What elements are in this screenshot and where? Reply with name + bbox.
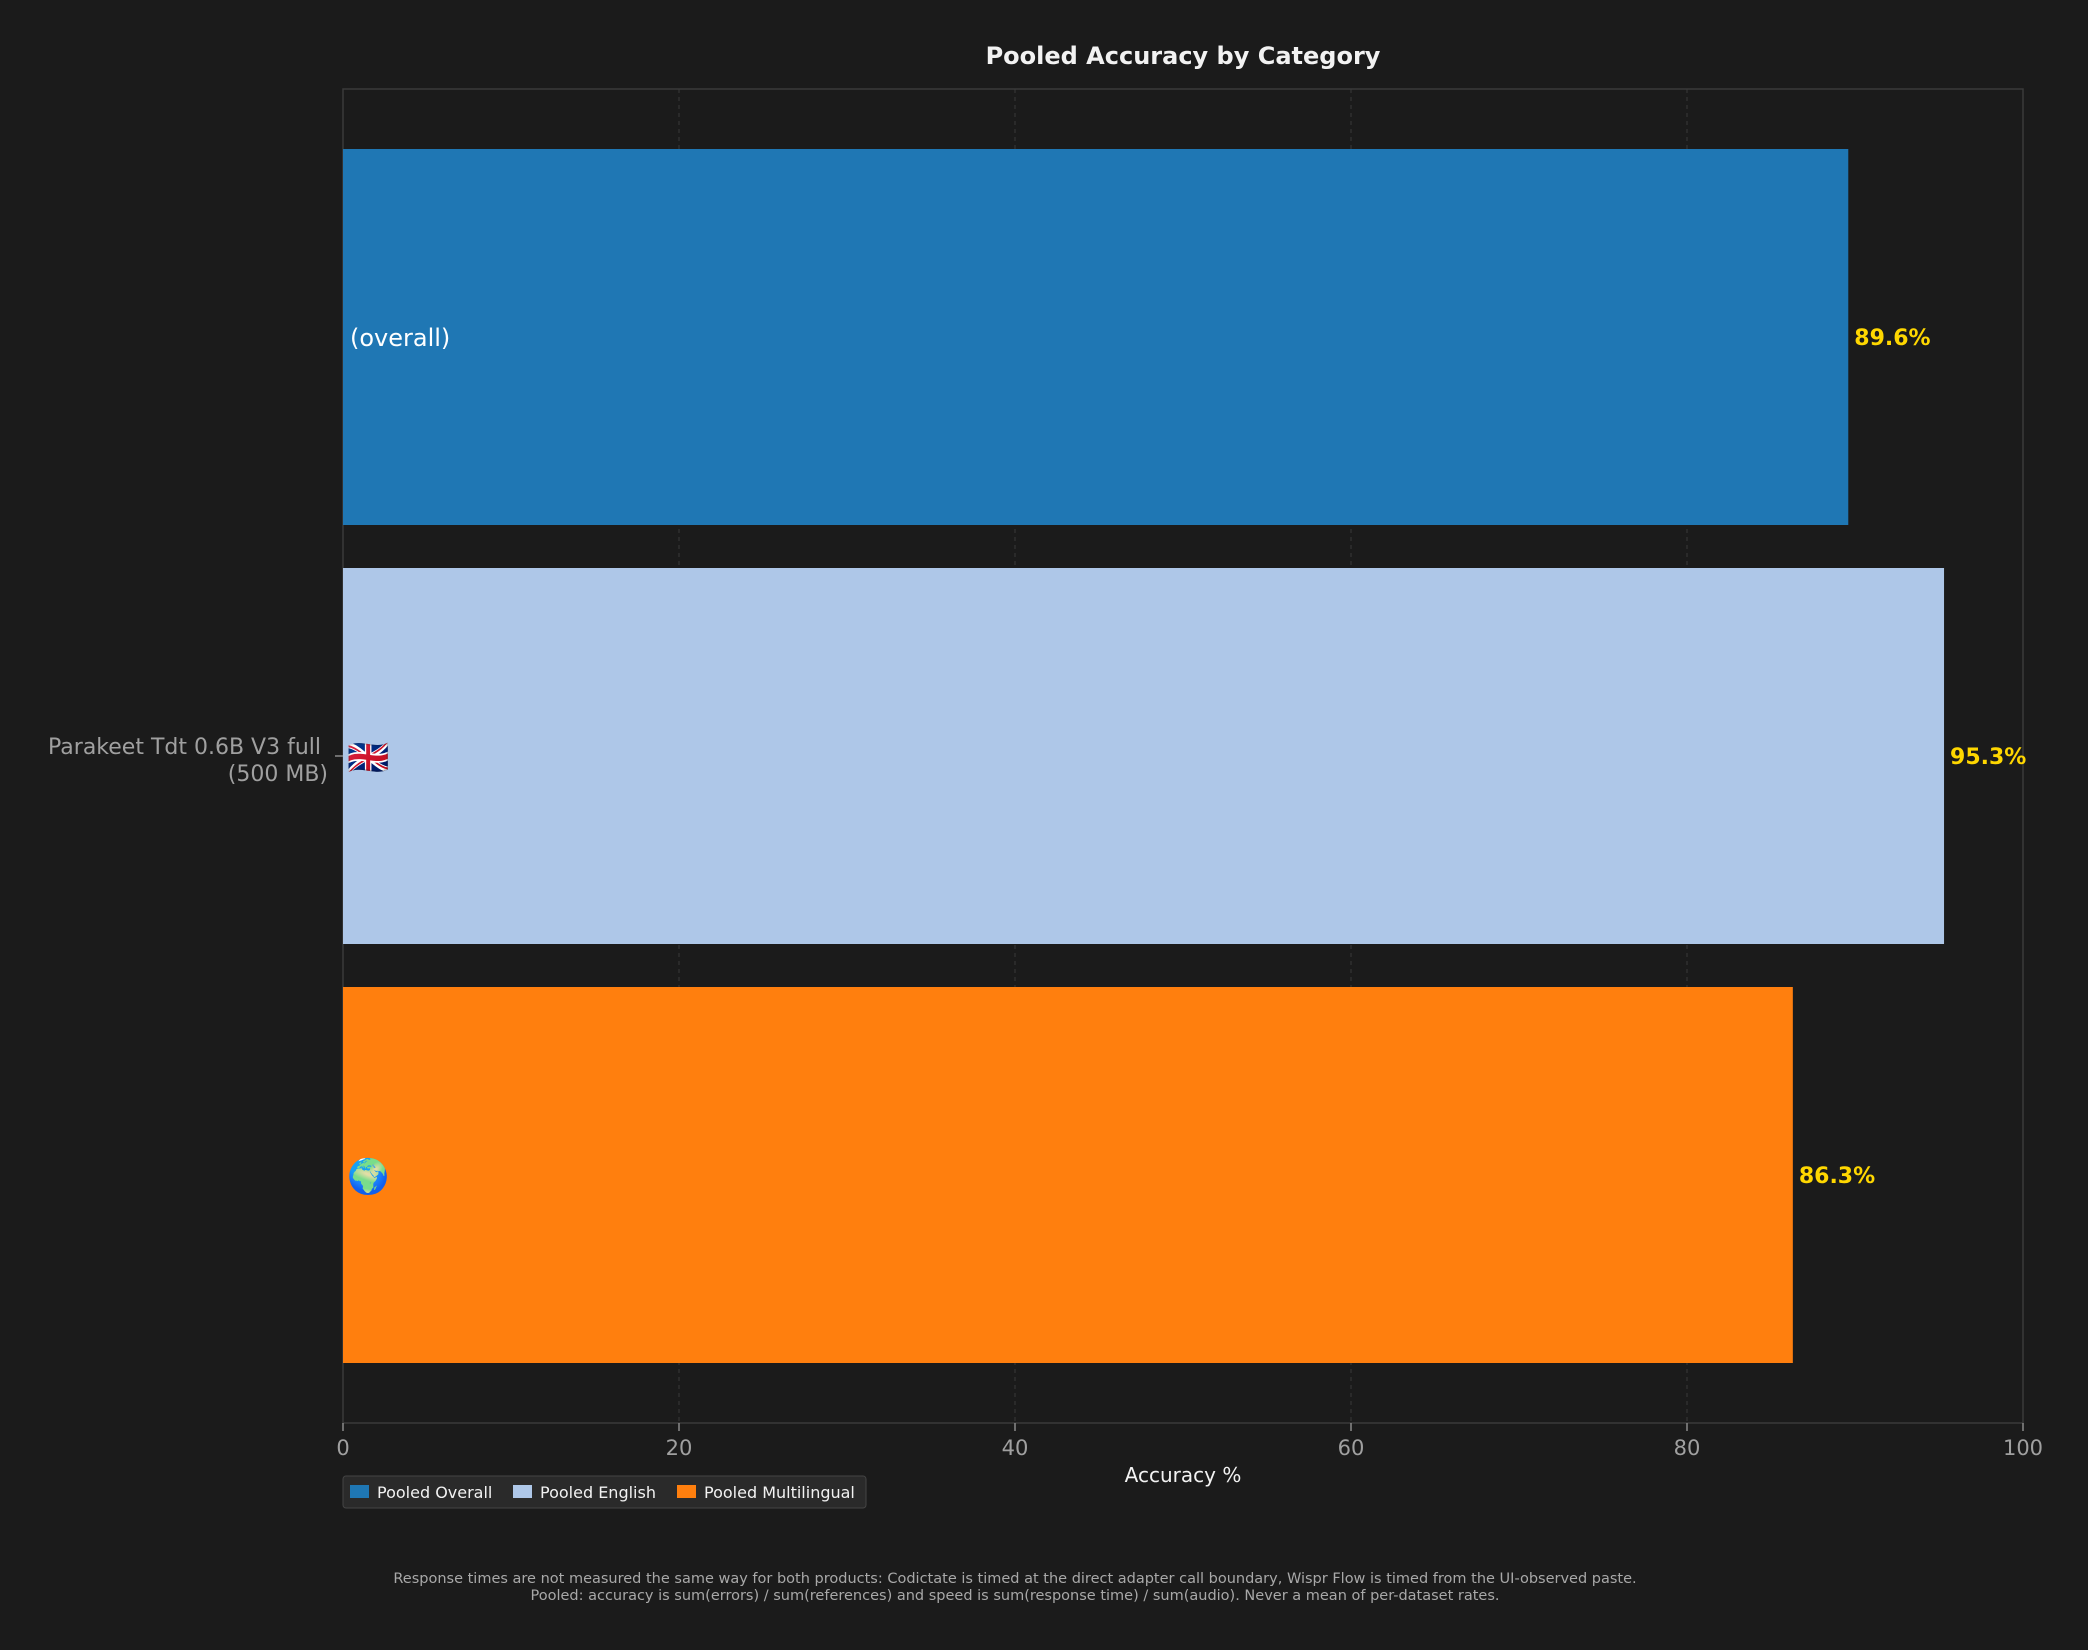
legend-swatch xyxy=(513,1485,532,1498)
x-tick-label: 40 xyxy=(1002,1436,1029,1460)
x-tick-label: 0 xyxy=(336,1436,349,1460)
bar-pooled-multilingual xyxy=(343,987,1793,1363)
x-tick-label: 80 xyxy=(1674,1436,1701,1460)
chart-title: Pooled Accuracy by Category xyxy=(986,42,1381,70)
x-tick-label: 20 xyxy=(666,1436,693,1460)
legend: Pooled Overall Pooled English Pooled Multi… xyxy=(342,1475,867,1509)
bar-value-label: 86.3% xyxy=(1799,1164,1875,1189)
legend-entry-label: Pooled Multilingual xyxy=(704,1483,855,1502)
bar-inner-label: (overall) xyxy=(350,324,450,352)
x-tick-label: 100 xyxy=(2003,1436,2043,1460)
legend-entry-label: Pooled Overall xyxy=(377,1483,492,1502)
legend-box xyxy=(342,1475,867,1509)
footnote-line-1: Response times are not measured the same… xyxy=(393,1571,1637,1587)
bars-group: 89.6% (overall) 95.3% 🇬🇧 86.3% 🌍 xyxy=(343,149,2026,1363)
legend-entry-label: Pooled English xyxy=(540,1483,656,1502)
y-tick-label: Parakeet Tdt 0.6B V3 full (500 MB) xyxy=(48,735,328,787)
bar-chart: Pooled Accuracy by Category 89.6% (overal… xyxy=(48,42,2043,1509)
x-axis-label: Accuracy % xyxy=(1125,1463,1242,1487)
footnote-line-2: Pooled: accuracy is sum(errors) / sum(re… xyxy=(530,1588,1500,1604)
bar-pooled-overall xyxy=(343,149,1849,525)
y-axis: Parakeet Tdt 0.6B V3 full (500 MB) xyxy=(48,735,343,787)
x-axis: 0 20 40 60 80 100 xyxy=(336,1423,2043,1460)
x-tick-label: 60 xyxy=(1338,1436,1365,1460)
bar-value-label: 95.3% xyxy=(1950,745,2026,770)
bar-pooled-english xyxy=(343,568,1945,944)
legend-swatch xyxy=(350,1485,369,1498)
globe-icon: 🌍 xyxy=(347,1157,389,1197)
bar-value-label: 89.6% xyxy=(1854,326,1930,351)
uk-flag-icon: 🇬🇧 xyxy=(347,738,389,778)
legend-swatch xyxy=(677,1485,696,1498)
